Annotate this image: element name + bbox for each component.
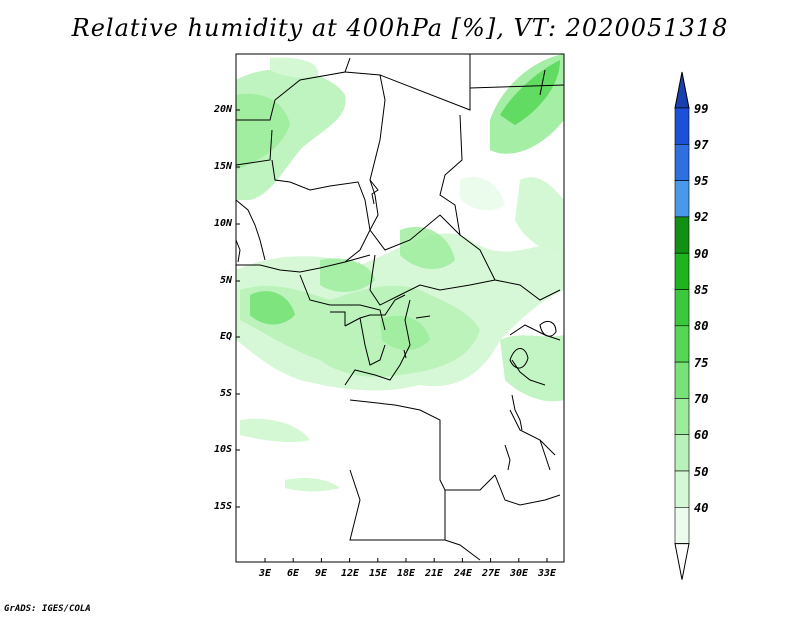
colorbar-bottom-arrow <box>674 543 690 580</box>
lon-label: 15E <box>368 568 388 579</box>
colorbar-segment <box>674 289 690 327</box>
colorbar-level-label: 80 <box>694 319 709 333</box>
colorbar-segment <box>674 252 690 290</box>
country-borders <box>235 54 565 561</box>
colorbar-level-label: 95 <box>694 174 709 188</box>
lon-label: 6E <box>286 568 300 579</box>
colorbar-level-label: 60 <box>694 428 709 442</box>
lon-label: 30E <box>509 568 529 579</box>
lat-label: 5S <box>219 388 232 399</box>
lat-label: 5N <box>219 275 232 286</box>
colorbar-segment <box>674 180 690 218</box>
colorbar-segment <box>674 107 690 145</box>
colorbar-level-label: 40 <box>694 501 709 515</box>
colorbar-level-label: 75 <box>694 356 709 370</box>
lon-label: 24E <box>453 568 473 579</box>
lat-label: 10N <box>213 218 232 229</box>
colorbar-segment <box>674 216 690 254</box>
colorbar-level-label: 99 <box>694 102 709 116</box>
colorbar <box>674 71 690 580</box>
colorbar-segment <box>674 470 690 508</box>
humidity-shading <box>236 54 564 492</box>
lon-label: 27E <box>481 568 501 579</box>
lat-label: EQ <box>219 331 232 342</box>
axis-ticks <box>236 109 548 562</box>
lon-label: 33E <box>537 568 557 579</box>
lon-label: 18E <box>396 568 416 579</box>
colorbar-segment <box>674 325 690 363</box>
colorbar-top-arrow <box>674 71 690 109</box>
lakes <box>403 315 557 471</box>
colorbar-level-label: 97 <box>694 138 709 152</box>
credit-text: GrADS: IGES/COLA <box>4 604 91 614</box>
colorbar-segment <box>674 361 690 399</box>
colorbar-level-label: 50 <box>694 465 709 479</box>
colorbar-segment <box>674 434 690 472</box>
map-frame <box>235 53 565 563</box>
colorbar-level-label: 90 <box>694 247 709 261</box>
colorbar-level-label: 85 <box>694 283 709 297</box>
colorbar-segment <box>674 398 690 435</box>
lon-label: 3E <box>258 568 272 579</box>
colorbar-segment <box>674 144 690 181</box>
lon-label: 21E <box>424 568 444 579</box>
lat-label: 10S <box>213 444 232 455</box>
lat-label: 15N <box>213 161 232 172</box>
lon-label: 12E <box>340 568 360 579</box>
colorbar-level-label: 92 <box>694 210 709 224</box>
colorbar-segment <box>674 506 690 544</box>
map-title: Relative humidity at 400hPa [%], VT: 202… <box>71 14 729 42</box>
lat-label: 15S <box>213 501 232 512</box>
lat-label: 20N <box>213 104 232 115</box>
colorbar-level-label: 70 <box>694 392 709 406</box>
lon-label: 9E <box>314 568 328 579</box>
